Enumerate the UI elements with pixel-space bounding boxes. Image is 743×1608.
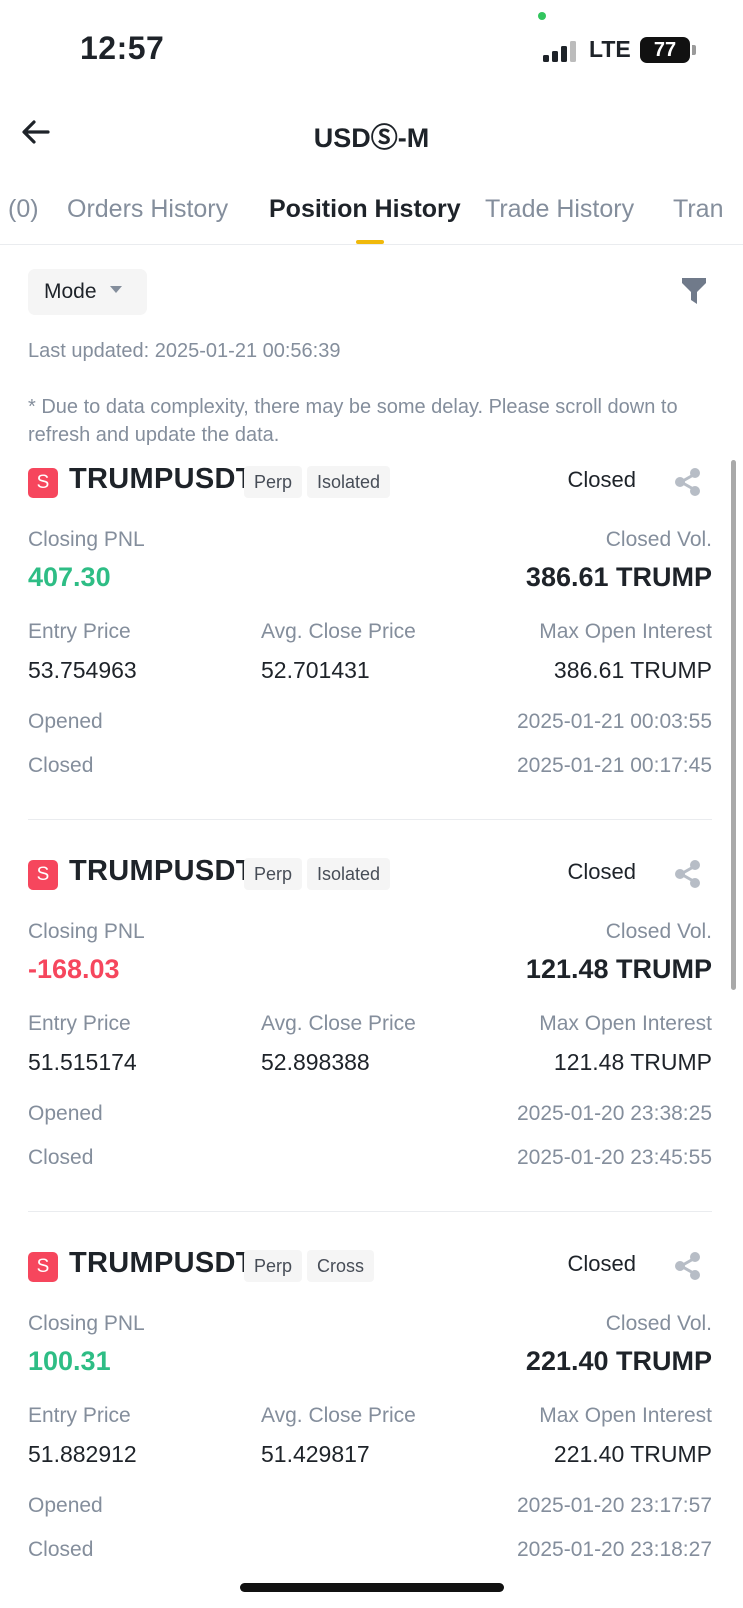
position-status: Closed (567, 1251, 636, 1276)
symbol-label: TRUMPUSDT (69, 855, 254, 887)
closed-vol-label: Closed Vol. (605, 1312, 712, 1335)
scrollbar[interactable] (731, 460, 736, 990)
entry-price-value: 51.882912 (28, 1441, 137, 1467)
status-bar: 12:57 LTE 77 (0, 0, 743, 100)
filter-icon[interactable] (681, 276, 707, 306)
closing-pnl-value: 407.30 (28, 562, 111, 592)
symbol-label: TRUMPUSDT (69, 463, 254, 495)
position-status: Closed (567, 467, 636, 492)
max-open-interest-label: Max Open Interest (539, 1012, 712, 1035)
closed-vol-value: 386.61 TRUMP (525, 562, 712, 592)
closed-vol-value: 221.40 TRUMP (525, 1346, 712, 1376)
max-open-interest-label: Max Open Interest (539, 1404, 712, 1427)
avg-close-price-label: Avg. Close Price (261, 1012, 416, 1035)
entry-price-value: 53.754963 (28, 657, 137, 683)
closing-pnl-label: Closing PNL (28, 1312, 145, 1335)
tab-transaction-history[interactable]: Tran (673, 195, 724, 223)
page-title: USDⓈ-M (313, 123, 430, 153)
tab-position-history[interactable]: Position History (269, 195, 461, 223)
closed-vol-value: 121.48 TRUMP (525, 954, 712, 984)
closed-vol-label: Closed Vol. (605, 920, 712, 943)
opened-time: 2025-01-20 23:17:57 (517, 1494, 712, 1517)
max-open-interest-value: 386.61 TRUMP (553, 657, 712, 683)
opened-label: Opened (28, 710, 103, 733)
card-divider (28, 819, 712, 820)
contract-type-tag: Perp (244, 1250, 303, 1282)
margin-mode-tag: Cross (307, 1250, 375, 1282)
share-icon[interactable] (672, 1250, 704, 1282)
opened-time: 2025-01-20 23:38:25 (517, 1102, 712, 1125)
entry-price-label: Entry Price (28, 620, 131, 643)
status-time: 12:57 (80, 30, 165, 66)
data-delay-notice: * Due to data complexity, there may be s… (28, 396, 678, 446)
max-open-interest-label: Max Open Interest (539, 620, 712, 643)
closed-time: 2025-01-21 00:17:45 (517, 754, 712, 777)
avg-close-price-label: Avg. Close Price (261, 620, 416, 643)
mode-dropdown[interactable]: Mode (28, 269, 147, 315)
opened-time: 2025-01-21 00:03:55 (517, 710, 712, 733)
opened-label: Opened (28, 1494, 103, 1517)
tab-open-orders[interactable]: (0) (8, 195, 39, 223)
futures-badge: S (28, 860, 58, 890)
card-divider (28, 1211, 712, 1212)
closing-pnl-value: 100.31 (28, 1346, 111, 1376)
last-updated-text: Last updated: 2025-01-21 00:56:39 (28, 340, 341, 362)
closing-pnl-label: Closing PNL (28, 528, 145, 551)
contract-type-tag: Perp (244, 858, 303, 890)
mode-label: Mode (44, 280, 97, 303)
futures-badge: S (28, 1252, 58, 1282)
battery-icon: 77 (640, 37, 690, 63)
history-tabs: (0) Orders History Position History Trad… (0, 185, 743, 245)
avg-close-price-value: 51.429817 (261, 1441, 370, 1467)
avg-close-price-value: 52.898388 (261, 1049, 370, 1075)
position-card: S TRUMPUSDT Perp Cross Closed Closing PN… (28, 1238, 712, 1608)
entry-price-value: 51.515174 (28, 1049, 137, 1075)
back-arrow-icon[interactable] (18, 114, 54, 150)
closed-vol-label: Closed Vol. (605, 528, 712, 551)
tab-orders-history[interactable]: Orders History (67, 195, 229, 223)
position-card: S TRUMPUSDT Perp Isolated Closed Closing… (28, 454, 712, 846)
entry-price-label: Entry Price (28, 1404, 131, 1427)
tab-trade-history[interactable]: Trade History (485, 195, 635, 223)
share-icon[interactable] (672, 466, 704, 498)
symbol-label: TRUMPUSDT (69, 1247, 254, 1279)
max-open-interest-value: 121.48 TRUMP (553, 1049, 712, 1075)
closed-label: Closed (28, 754, 94, 777)
avg-close-price-label: Avg. Close Price (261, 1404, 416, 1427)
position-status: Closed (567, 859, 636, 884)
page-header: USDⓈ-M (0, 100, 743, 166)
entry-price-label: Entry Price (28, 1012, 131, 1035)
closing-pnl-value: -168.03 (28, 954, 120, 984)
closing-pnl-label: Closing PNL (28, 920, 145, 943)
battery-nub (692, 45, 696, 55)
avg-close-price-value: 52.701431 (261, 657, 370, 683)
active-tab-indicator (356, 240, 384, 244)
opened-label: Opened (28, 1102, 103, 1125)
closed-time: 2025-01-20 23:45:55 (517, 1146, 712, 1169)
margin-mode-tag: Isolated (307, 858, 391, 890)
closed-label: Closed (28, 1146, 94, 1169)
margin-mode-tag: Isolated (307, 466, 391, 498)
position-card: S TRUMPUSDT Perp Isolated Closed Closing… (28, 846, 712, 1238)
closed-label: Closed (28, 1538, 94, 1561)
privacy-indicator (538, 12, 546, 20)
contract-type-tag: Perp (244, 466, 303, 498)
caret-down-icon (110, 286, 122, 293)
futures-badge: S (28, 468, 58, 498)
home-indicator[interactable] (240, 1583, 504, 1592)
network-label: LTE (589, 36, 631, 62)
share-icon[interactable] (672, 858, 704, 890)
closed-time: 2025-01-20 23:18:27 (517, 1538, 712, 1561)
signal-icon (543, 40, 579, 62)
max-open-interest-value: 221.40 TRUMP (553, 1441, 712, 1467)
